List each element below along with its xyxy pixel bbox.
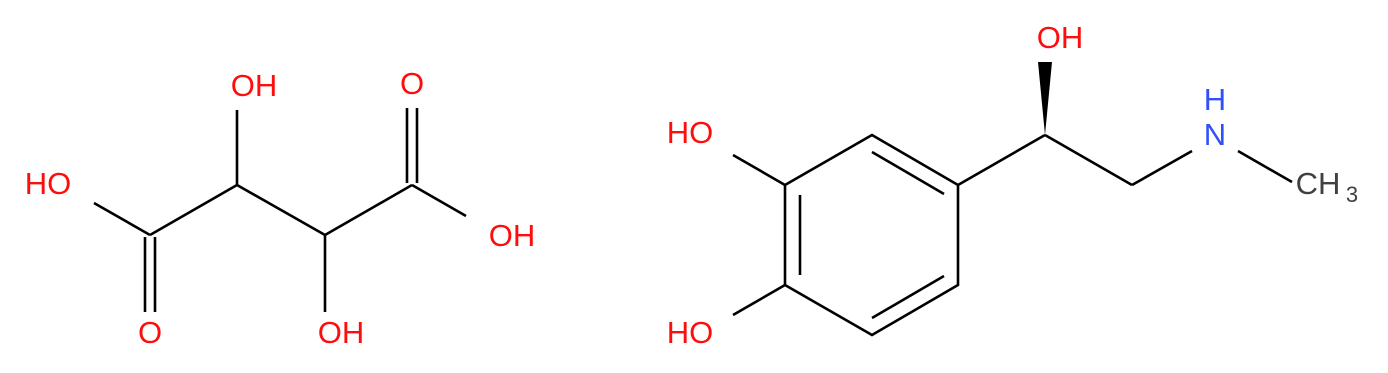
atom-label: HO bbox=[25, 166, 72, 201]
bond bbox=[1131, 149, 1193, 187]
epinephrine: HO HO OH N H CH 3 bbox=[667, 20, 1358, 350]
tartaric-acid: HO O OH OH O OH bbox=[25, 66, 536, 350]
ring bbox=[783, 133, 960, 337]
atom-subscript: 3 bbox=[1346, 182, 1358, 207]
atom-label: CH bbox=[1296, 166, 1341, 201]
atom-label: O bbox=[400, 66, 424, 101]
atom-label: N bbox=[1204, 117, 1226, 152]
atom-label: OH bbox=[318, 315, 365, 350]
wedge-bond bbox=[1038, 62, 1052, 135]
atom-label: HO bbox=[667, 315, 714, 350]
atom-label: H bbox=[1204, 82, 1226, 117]
bond bbox=[236, 183, 326, 237]
bond bbox=[1044, 133, 1133, 187]
bond bbox=[732, 153, 786, 187]
atom-label: O bbox=[138, 315, 162, 350]
bond bbox=[871, 150, 945, 196]
atom-label: HO bbox=[667, 115, 714, 150]
atom-label: OH bbox=[489, 218, 536, 253]
bond bbox=[149, 183, 238, 237]
bond bbox=[1237, 149, 1293, 184]
bond bbox=[411, 183, 467, 218]
bond bbox=[324, 183, 413, 237]
bond bbox=[93, 201, 151, 237]
bond bbox=[732, 283, 786, 317]
atom-label: OH bbox=[1037, 20, 1084, 55]
bond bbox=[871, 274, 945, 320]
bond bbox=[957, 133, 1046, 187]
atom-label: OH bbox=[231, 68, 278, 103]
